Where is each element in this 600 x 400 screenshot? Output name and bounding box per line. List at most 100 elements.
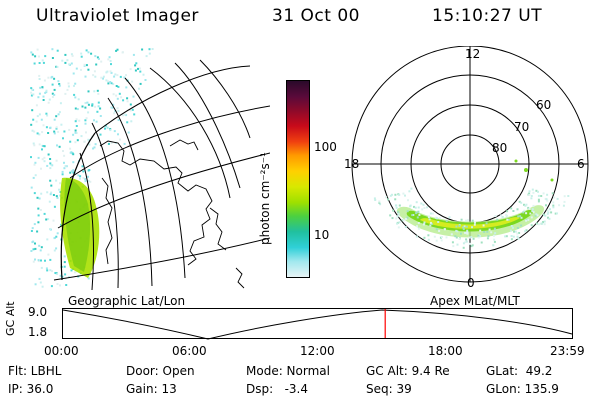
aurora-speckle [56,283,59,285]
aurora-speckle [84,119,87,122]
aurora-speckle [30,230,33,232]
oval-speckle [427,216,430,219]
aurora-speckle [55,126,58,129]
aurora-speckle [55,159,58,162]
aurora-speckle [83,140,86,143]
oval-speckle [378,200,381,203]
oval-speckle [398,193,401,196]
oval-speckle [468,236,471,239]
aurora-speckle [37,156,40,159]
aurora-speckle [141,48,144,51]
oval-speckle [537,194,540,197]
aurora-speckle [30,250,33,252]
aurora-speckle [37,207,40,210]
aurora-speckle [49,162,52,165]
oval-speckle [445,220,448,222]
aurora-speckle [99,133,102,136]
oval-speckle [409,205,412,208]
oval-speckle [413,205,415,208]
oval-speckle [553,196,556,199]
oval-speckle [527,218,530,221]
aurora-speckle [46,114,49,117]
footer-mode: Mode: Normal [246,364,330,378]
aurora-speckle [105,79,108,82]
aurora-speckle [37,259,40,262]
aurora-speckle [55,235,58,238]
aurora-speckle [70,53,73,56]
oval-speckle [523,209,526,212]
oval-speckle [456,230,459,233]
oval-speckle [454,235,457,238]
aurora-speckle [53,118,56,121]
oval-speckle [422,223,425,226]
aurora-speckle [37,214,40,217]
oval-speckle [541,222,544,225]
aurora-speckle [36,230,39,233]
oval-speckle [544,214,547,217]
oval-speckle [528,207,531,210]
aurora-speckle [71,54,74,57]
oval-speckle [531,188,534,191]
aurora-speckle [119,138,121,141]
aurora-speckle [122,114,124,117]
oval-speckle [487,235,490,238]
aurora-speckle [114,110,117,113]
aurora-speckle [38,74,41,77]
aurora-speckle [47,153,50,156]
aurora-speckle [38,277,41,280]
aurora-speckle [97,57,100,60]
aurora-speckle [72,171,75,174]
oval-speckle [479,235,481,237]
lat-label-60: 60 [536,98,552,112]
oval-speckle [438,217,441,220]
oval-speckle [535,213,538,216]
aurora-speckle [47,253,50,256]
oval-speckle [428,218,431,221]
aurora-speckle [36,115,39,118]
aurora-speckle [34,283,37,286]
oval-speckle [452,245,455,248]
oval-speckle [530,195,533,197]
oval-speckle [505,235,508,238]
oval-speckle [537,190,539,193]
oval-speckle [429,221,432,224]
aurora-speckle [38,92,41,95]
aurora-speckle [117,110,120,112]
aurora-speckle [63,154,66,157]
aurora-speckle [129,68,132,71]
aurora-speckle [65,284,68,286]
oval-speckle [486,230,489,233]
oval-speckle [563,200,566,203]
aurora-speckle [83,64,86,67]
footer-gc-alt: GC Alt: 9.4 Re [366,364,450,378]
aurora-speckle [64,273,67,276]
oval-speckle [398,204,401,207]
aurora-speckle [36,132,39,135]
aurora-speckle [36,48,39,51]
observation-time: 15:10:27 UT [432,6,543,26]
oval-speckle [486,237,489,240]
aurora-speckle [129,103,132,106]
aurora-speckle [52,194,55,196]
oval-speckle [549,208,551,211]
oval-speckle [542,213,545,216]
oval-speckle [455,229,458,232]
oval-speckle [552,206,555,209]
oval-speckle [554,212,557,215]
aurora-speckle [84,180,87,183]
aurora-speckle [49,167,52,170]
oval-speckle [492,244,495,247]
aurora-speckle [56,232,59,235]
oval-speckle [510,225,513,227]
aurora-speckle [116,97,119,100]
aurora-speckle [61,170,64,173]
aurora-speckle [55,179,58,182]
aurora-speckle [75,270,77,273]
aurora-speckle [91,103,94,106]
aurora-speckle [85,49,88,52]
oval-speckle [460,218,463,221]
oval-speckle [471,226,473,229]
aurora-speckle [124,113,127,116]
aurora-speckle [75,132,78,134]
oval-speckle [567,195,570,197]
